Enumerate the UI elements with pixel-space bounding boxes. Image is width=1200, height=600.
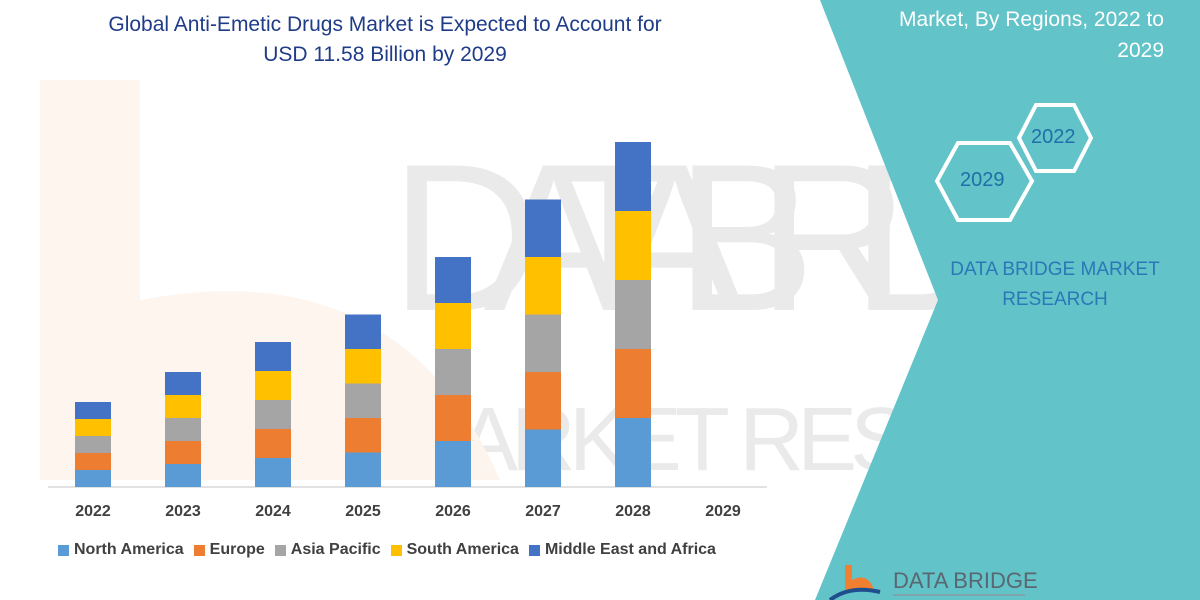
side-title: Market, By Regions, 2022 to 2029 [834,4,1164,66]
bar-segment-2023-asia-pacific [165,418,201,441]
bar-segment-2028-asia-pacific [615,280,651,349]
legend-item: Middle East and Africa [528,541,716,559]
bar-segment-2027-north-america [525,429,561,487]
legend-swatch [274,544,286,556]
x-tick-label: 2029 [705,503,741,520]
legend-label: Europe [209,541,265,558]
logo-text: DATA BRIDGE [893,568,1038,593]
side-title-line-2: 2029 [1117,39,1164,62]
bar-segment-2025-middle-east-and-africa [345,314,381,349]
bar-segment-2026-middle-east-and-africa [435,257,471,303]
bar-segment-2027-asia-pacific [525,314,561,372]
bar-segment-2028-middle-east-and-africa [615,142,651,211]
legend-item: Europe [193,541,265,559]
x-tick-label: 2028 [615,503,651,520]
x-tick-label: 2025 [345,503,381,520]
bar-segment-2028-north-america [615,418,651,487]
bar-segment-2022-south-america [75,419,111,436]
legend-item: Asia Pacific [274,541,381,559]
hexagon-2029 [934,141,1035,222]
x-tick-label: 2023 [165,503,201,520]
bar-segment-2026-south-america [435,303,471,349]
legend-label: South America [406,541,519,558]
bar-segment-2022-europe [75,453,111,470]
legend: North America Europe Asia Pacific South Ame… [58,541,716,559]
hex-label-2029: 2029 [960,169,1005,191]
bar-segment-2024-south-america [255,371,291,400]
x-tick-label: 2027 [525,503,561,520]
bar-segment-2023-south-america [165,395,201,418]
legend-item: South America [390,541,519,559]
bar-segment-2025-asia-pacific [345,383,381,418]
bar-segment-2025-europe [345,418,381,453]
side-panel-shape [815,0,1200,600]
legend-item: North America [58,541,184,559]
bar-segment-2027-middle-east-and-africa [525,199,561,257]
side-title-line-1: Market, By Regions, 2022 to [899,8,1164,31]
legend-label: Middle East and Africa [544,541,716,558]
brand-line-1: DATA BRIDGE MARKET [950,259,1160,280]
x-tick-label: 2024 [255,503,291,520]
bar-segment-2026-north-america [435,441,471,487]
x-tick-label: 2022 [75,503,111,520]
bar-segment-2024-north-america [255,458,291,487]
bar-segment-2027-europe [525,372,561,430]
brand-line-2: RESEARCH [1002,289,1108,310]
brand-text: DATA BRIDGE MARKET RESEARCH [925,255,1185,315]
bar-segment-2023-middle-east-and-africa [165,372,201,395]
bar-segment-2025-south-america [345,349,381,384]
bar-segment-2024-europe [255,429,291,458]
chart-title: Global Anti-Emetic Drugs Market is Expec… [40,10,730,70]
logo-icon [828,565,881,600]
title-line-2: USD 11.58 Billion by 2029 [263,43,507,66]
bar-segment-2022-north-america [75,470,111,487]
bar-segment-2022-asia-pacific [75,436,111,453]
x-tick-label: 2026 [435,503,471,520]
title-line-1: Global Anti-Emetic Drugs Market is Expec… [108,13,662,36]
legend-swatch [528,544,540,556]
bars [75,142,651,487]
bar-segment-2028-south-america [615,211,651,280]
bar-segment-2026-europe [435,395,471,441]
bar-segment-2024-middle-east-and-africa [255,342,291,371]
bar-segment-2024-asia-pacific [255,400,291,429]
legend-label: Asia Pacific [290,541,381,558]
hex-label-2022: 2022 [1031,126,1076,148]
bar-segment-2023-europe [165,441,201,464]
legend-label: North America [74,541,184,558]
legend-swatch [390,544,402,556]
bar-segment-2028-europe [615,349,651,418]
bar-segment-2025-north-america [345,452,381,487]
legend-swatch [193,544,205,556]
hexagon-2022 [1016,103,1094,173]
bar-segment-2026-asia-pacific [435,349,471,395]
bar-segment-2023-north-america [165,464,201,487]
bar-segment-2027-south-america [525,257,561,315]
bar-segment-2022-middle-east-and-africa [75,402,111,419]
legend-swatch [58,544,69,556]
